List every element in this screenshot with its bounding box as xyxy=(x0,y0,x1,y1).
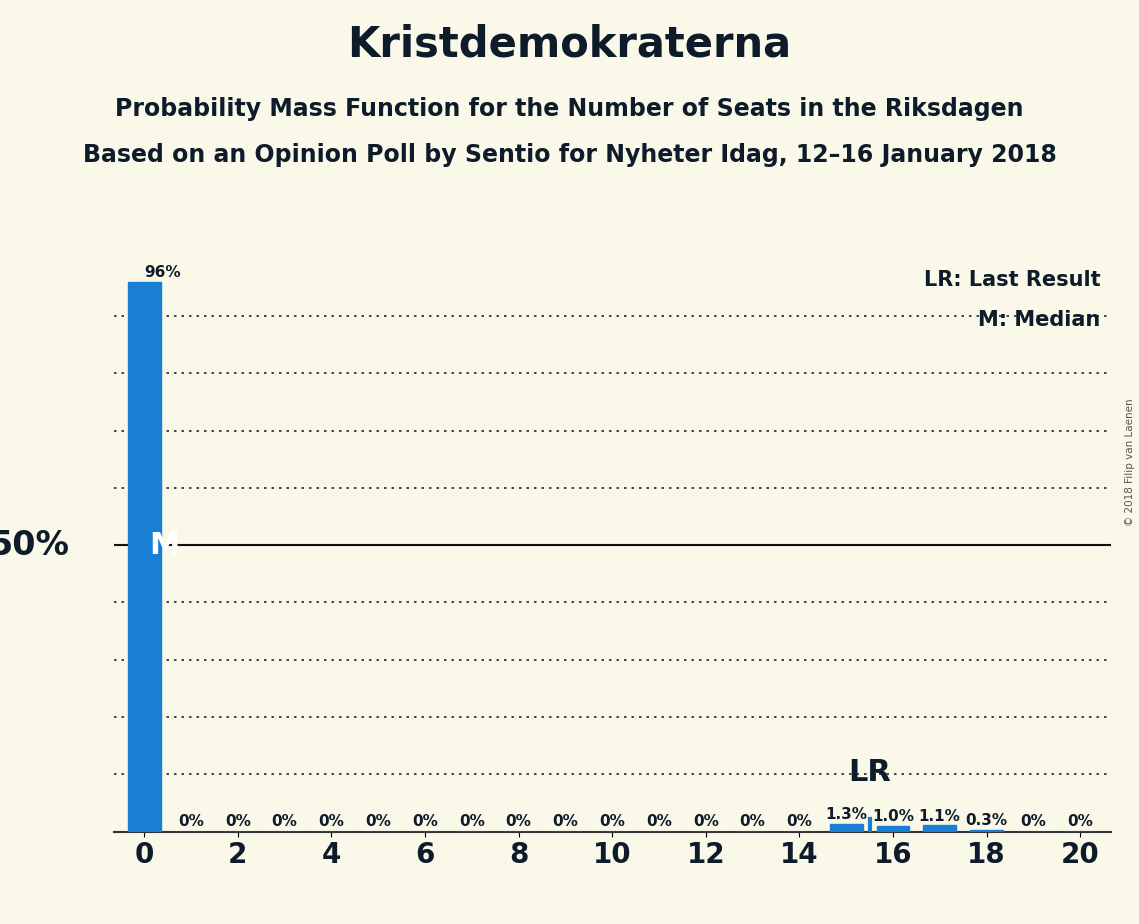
Bar xyxy=(128,282,161,832)
Text: 50%: 50% xyxy=(0,529,69,562)
Text: 96%: 96% xyxy=(145,265,181,280)
Text: 0%: 0% xyxy=(319,814,344,830)
Text: Based on an Opinion Poll by Sentio for Nyheter Idag, 12–16 January 2018: Based on an Opinion Poll by Sentio for N… xyxy=(82,143,1057,167)
Text: © 2018 Filip van Laenen: © 2018 Filip van Laenen xyxy=(1125,398,1134,526)
Text: 0%: 0% xyxy=(1021,814,1047,830)
Text: 0%: 0% xyxy=(272,814,297,830)
Text: 0%: 0% xyxy=(599,814,625,830)
Text: 0%: 0% xyxy=(226,814,251,830)
Text: LR: LR xyxy=(849,758,891,787)
Text: 0.3%: 0.3% xyxy=(966,813,1008,828)
Text: Kristdemokraterna: Kristdemokraterna xyxy=(347,23,792,65)
Text: 0%: 0% xyxy=(366,814,391,830)
Text: 0%: 0% xyxy=(646,814,672,830)
Text: 0%: 0% xyxy=(412,814,439,830)
Text: 0%: 0% xyxy=(552,814,579,830)
Bar xyxy=(924,825,956,832)
Text: M: Median: M: Median xyxy=(978,310,1100,330)
Text: 0%: 0% xyxy=(1067,814,1093,830)
Text: LR: Last Result: LR: Last Result xyxy=(924,270,1100,290)
Bar xyxy=(877,826,909,832)
Text: 1.3%: 1.3% xyxy=(825,808,867,822)
Text: 0%: 0% xyxy=(178,814,204,830)
Text: 0%: 0% xyxy=(459,814,485,830)
Text: 0%: 0% xyxy=(506,814,532,830)
Text: 1.1%: 1.1% xyxy=(919,808,960,823)
Text: Probability Mass Function for the Number of Seats in the Riksdagen: Probability Mass Function for the Number… xyxy=(115,97,1024,121)
Text: 1.0%: 1.0% xyxy=(872,809,913,824)
Text: 0%: 0% xyxy=(739,814,765,830)
Text: 0%: 0% xyxy=(786,814,812,830)
Bar xyxy=(830,824,862,832)
Text: 0%: 0% xyxy=(693,814,719,830)
Text: M: M xyxy=(149,530,179,560)
Bar xyxy=(970,830,1003,832)
